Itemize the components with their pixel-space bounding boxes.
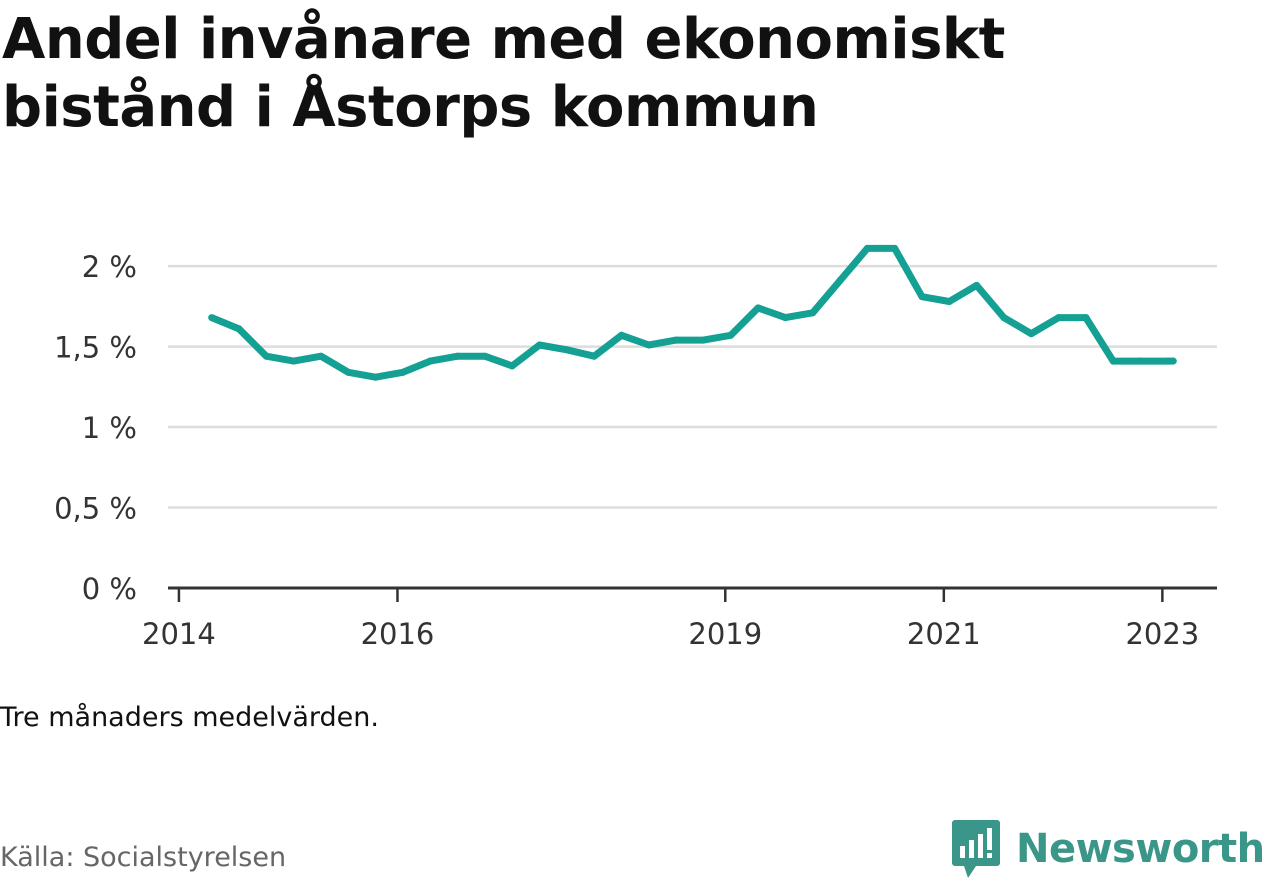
data-point xyxy=(563,346,571,354)
data-point xyxy=(891,244,899,252)
data-point xyxy=(208,314,216,322)
data-series xyxy=(208,244,1177,381)
data-point xyxy=(836,277,844,285)
data-point xyxy=(317,352,325,360)
data-point xyxy=(1169,357,1177,365)
data-point xyxy=(344,368,352,376)
data-point xyxy=(590,352,598,360)
data-point xyxy=(1109,357,1117,365)
chart-title: Andel invånare med ekonomiskt bistånd i … xyxy=(2,7,1005,140)
data-point xyxy=(454,352,462,360)
data-point xyxy=(645,341,653,349)
data-point xyxy=(536,341,544,349)
data-point xyxy=(262,352,270,360)
data-point xyxy=(1000,314,1008,322)
y-tick-label: 2 % xyxy=(82,250,137,284)
data-point xyxy=(426,357,434,365)
data-point xyxy=(235,325,243,333)
newsworthy-logo: Newsworthy xyxy=(950,818,1262,880)
source-credit: Källa: Socialstyrelsen xyxy=(0,842,287,873)
data-point xyxy=(781,314,789,322)
data-point xyxy=(399,368,407,376)
data-point xyxy=(1027,330,1035,338)
data-point xyxy=(617,331,625,339)
y-tick-label: 0 % xyxy=(82,572,137,606)
y-tick-label: 0,5 % xyxy=(54,492,137,526)
data-point xyxy=(508,362,516,370)
data-point xyxy=(863,244,871,252)
x-tick-label: 2019 xyxy=(688,617,762,651)
brand-name: Newsworthy xyxy=(1016,826,1262,872)
x-tick-label: 2014 xyxy=(142,617,216,651)
newsworthy-logo-icon xyxy=(952,820,1000,878)
line-chart: 0 % 0,5 % 1 % 1,5 % 2 % 2014 2016 2019 2021 2023 xyxy=(54,244,1217,651)
data-point xyxy=(945,298,953,306)
data-point xyxy=(372,373,380,381)
y-axis-ticks: 0 % 0,5 % 1 % 1,5 % 2 % xyxy=(54,250,137,606)
data-point xyxy=(1164,357,1172,365)
grid-lines xyxy=(168,264,1217,509)
data-point xyxy=(699,336,707,344)
data-point xyxy=(809,309,817,317)
data-point xyxy=(973,281,981,289)
data-point xyxy=(290,357,298,365)
x-axis-ticks: 2014 2016 2019 2021 2023 xyxy=(142,588,1199,651)
x-tick-label: 2016 xyxy=(361,617,435,651)
data-point xyxy=(1137,357,1145,365)
data-point xyxy=(1055,314,1063,322)
y-tick-label: 1,5 % xyxy=(54,331,137,365)
x-tick-label: 2021 xyxy=(907,617,981,651)
data-point xyxy=(918,293,926,301)
data-point xyxy=(727,331,735,339)
data-point xyxy=(481,352,489,360)
series-line xyxy=(210,244,1174,381)
chart-note: Tre månaders medelvärden. xyxy=(0,702,379,733)
x-tick-label: 2023 xyxy=(1125,617,1199,651)
y-tick-label: 1 % xyxy=(82,411,137,445)
data-point xyxy=(1082,314,1090,322)
data-point xyxy=(672,336,680,344)
data-point xyxy=(754,304,762,312)
